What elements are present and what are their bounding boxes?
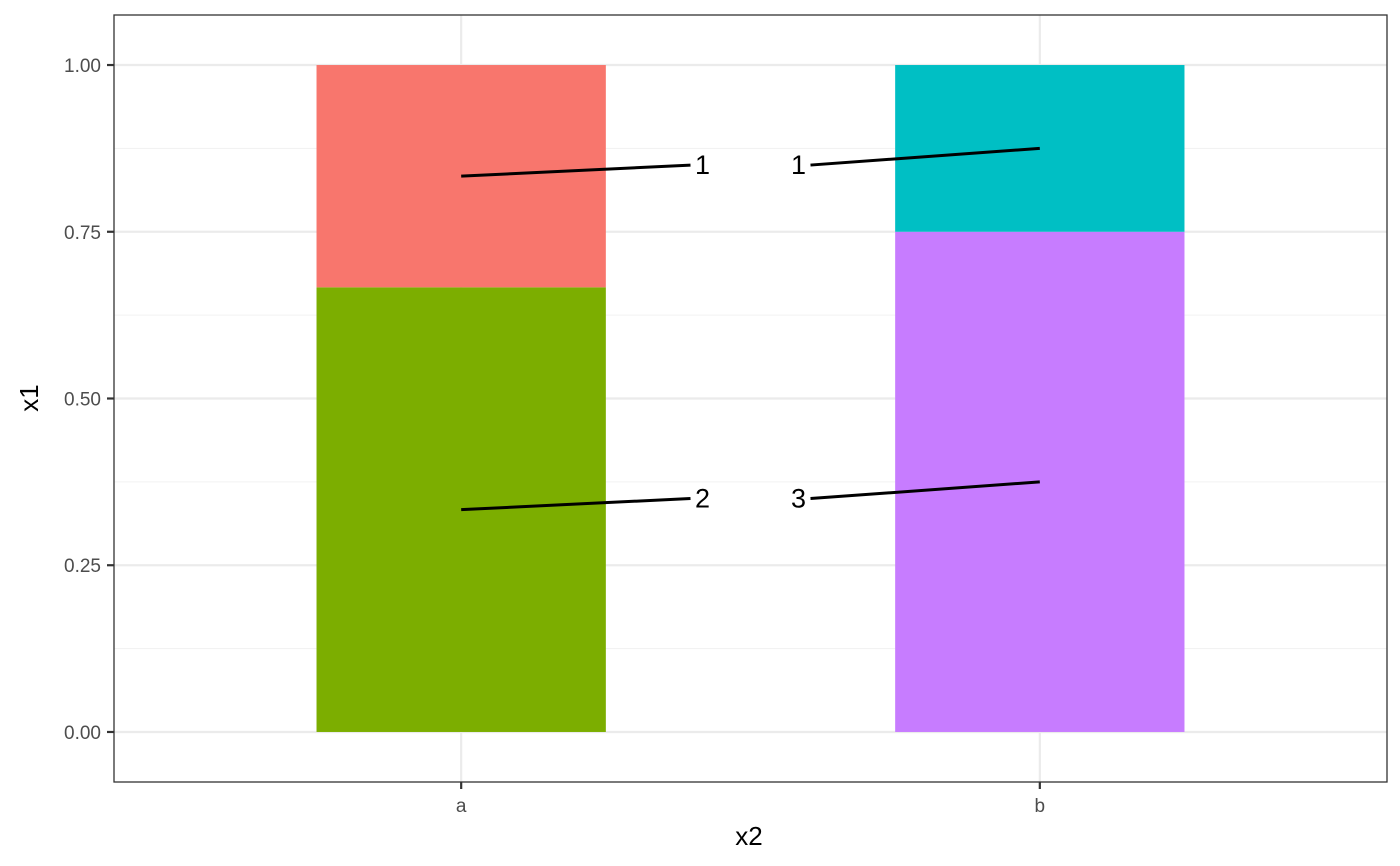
leader-line [461,163,691,178]
axes: 0.00 0.25 0.50 0.75 1.00 a b [64,56,1045,817]
segment-label: 1 [791,150,806,180]
segment-label: 2 [695,484,710,514]
leader-line [461,497,691,512]
y-axis-title: x1 [14,384,44,411]
bar-segment-b [895,65,1185,232]
y-tick-label: 0.25 [64,556,101,577]
x-tick-label: b [1035,796,1046,817]
y-tick-label: 0.00 [64,723,101,744]
leader-line [810,146,1040,167]
segment-label: 1 [695,150,710,180]
x-tick-label: a [456,796,467,817]
y-tick-label: 0.50 [64,390,101,411]
y-tick-label: 0.75 [64,223,101,244]
x-axis-title: x2 [735,821,762,851]
segment-labels: 2 1 3 1 [461,146,1040,514]
leader-line [810,480,1040,501]
y-tick-label: 1.00 [64,56,101,77]
segment-label: 3 [791,484,806,514]
